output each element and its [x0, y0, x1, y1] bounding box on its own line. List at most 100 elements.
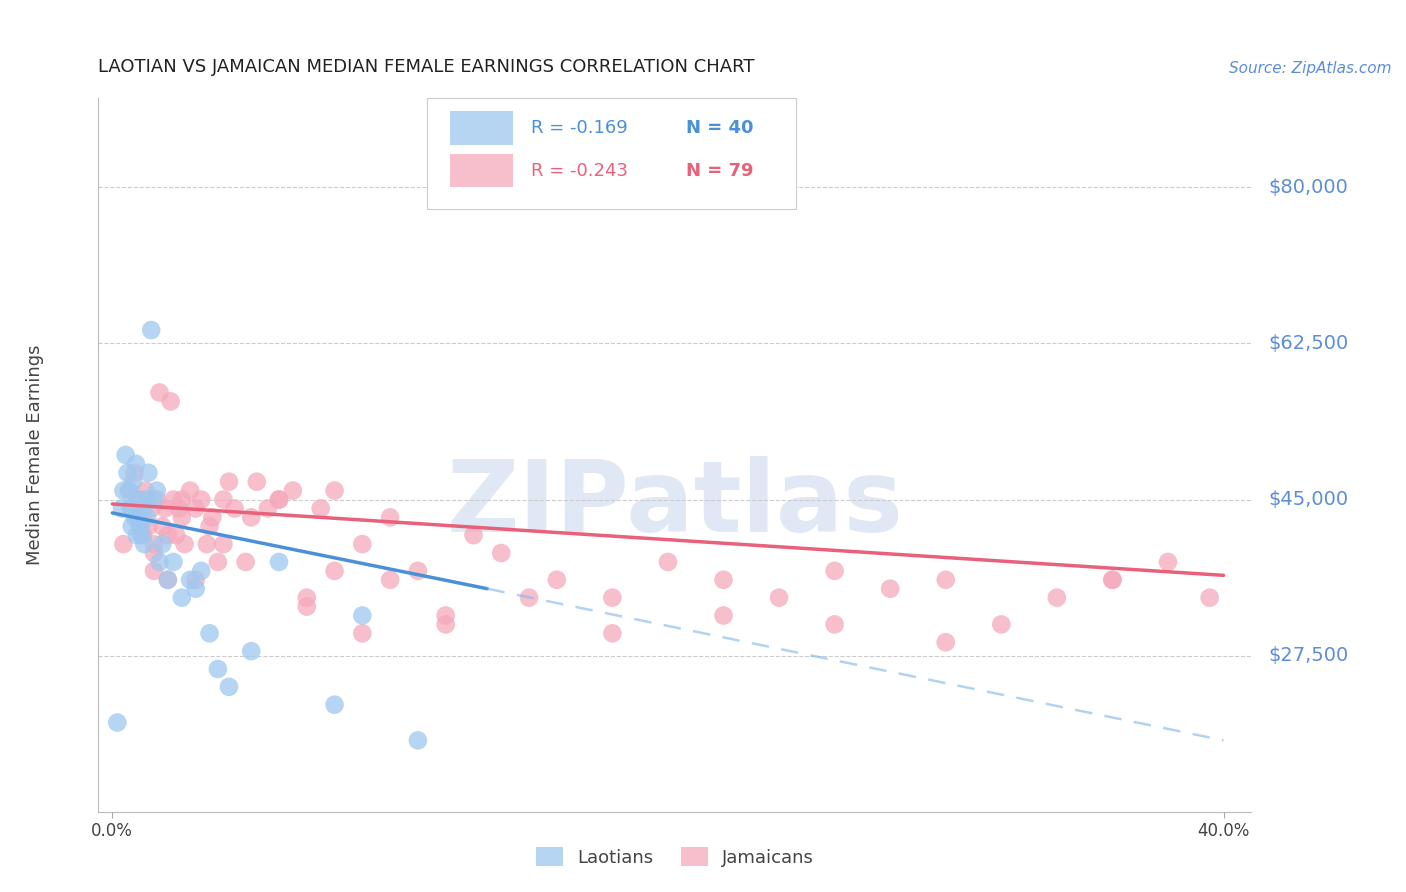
Point	[434, 608, 457, 623]
Point	[136, 510, 159, 524]
Point	[145, 492, 167, 507]
Point	[145, 483, 167, 498]
Point	[281, 483, 304, 498]
Point	[128, 510, 150, 524]
Point	[323, 564, 346, 578]
Point	[1101, 573, 1123, 587]
Point	[218, 680, 240, 694]
Point	[207, 662, 229, 676]
Point	[463, 528, 485, 542]
Point	[131, 528, 153, 542]
Point	[148, 385, 170, 400]
Point	[434, 617, 457, 632]
Point	[127, 492, 149, 507]
Point	[184, 573, 207, 587]
Point	[129, 519, 152, 533]
Point	[124, 466, 146, 480]
Point	[170, 591, 193, 605]
Bar	[450, 153, 513, 187]
Text: LAOTIAN VS JAMAICAN MEDIAN FEMALE EARNINGS CORRELATION CHART: LAOTIAN VS JAMAICAN MEDIAN FEMALE EARNIN…	[98, 58, 755, 76]
Point	[148, 555, 170, 569]
Point	[134, 537, 156, 551]
Point	[120, 501, 142, 516]
Point	[117, 466, 139, 480]
Point	[267, 492, 290, 507]
Text: Source: ZipAtlas.com: Source: ZipAtlas.com	[1229, 61, 1392, 76]
Point	[170, 492, 193, 507]
Point	[406, 564, 429, 578]
Point	[323, 483, 346, 498]
Point	[125, 528, 148, 542]
Point	[824, 617, 846, 632]
Point	[135, 483, 157, 498]
Point	[114, 448, 136, 462]
Point	[235, 555, 257, 569]
Text: ZIPatlas: ZIPatlas	[447, 457, 903, 553]
Point	[190, 564, 212, 578]
Point	[129, 519, 152, 533]
Point	[1101, 573, 1123, 587]
Point	[156, 528, 179, 542]
Point	[352, 608, 374, 623]
Point	[218, 475, 240, 489]
Text: R = -0.243: R = -0.243	[530, 161, 627, 179]
Point	[1046, 591, 1069, 605]
Point	[207, 555, 229, 569]
Point	[165, 528, 187, 542]
Point	[143, 492, 166, 507]
Point	[118, 483, 141, 498]
Point	[143, 564, 166, 578]
Point	[602, 591, 624, 605]
Point	[156, 573, 179, 587]
Point	[124, 510, 146, 524]
Text: N = 40: N = 40	[686, 119, 754, 136]
Point	[491, 546, 513, 560]
Point	[198, 626, 221, 640]
Point	[132, 501, 155, 516]
Point	[121, 519, 143, 533]
Point	[602, 626, 624, 640]
Point	[201, 510, 224, 524]
Point	[112, 537, 135, 551]
Point	[167, 501, 190, 516]
Text: $27,500: $27,500	[1268, 646, 1348, 665]
Point	[935, 635, 957, 649]
Point	[713, 573, 735, 587]
Bar	[450, 111, 513, 145]
Point	[323, 698, 346, 712]
Point	[879, 582, 901, 596]
Point	[184, 501, 207, 516]
Point	[198, 519, 221, 533]
Text: $62,500: $62,500	[1268, 334, 1348, 353]
Point	[267, 555, 290, 569]
Point	[173, 537, 195, 551]
Point	[212, 492, 235, 507]
Point	[352, 626, 374, 640]
Point	[132, 528, 155, 542]
Legend: Laotians, Jamaicans: Laotians, Jamaicans	[529, 840, 821, 874]
Point	[121, 501, 143, 516]
Point	[150, 537, 173, 551]
Point	[138, 466, 160, 480]
Point	[162, 555, 184, 569]
Point	[212, 537, 235, 551]
Point	[125, 457, 148, 471]
Point	[153, 501, 176, 516]
Point	[138, 519, 160, 533]
Point	[1198, 591, 1220, 605]
Point	[135, 492, 157, 507]
Text: $45,000: $45,000	[1268, 490, 1348, 509]
Point	[156, 573, 179, 587]
Point	[179, 483, 201, 498]
Point	[127, 510, 149, 524]
Point	[546, 573, 568, 587]
Point	[224, 501, 246, 516]
Point	[122, 475, 145, 489]
Point	[105, 715, 128, 730]
Point	[111, 501, 134, 516]
Text: Median Female Earnings: Median Female Earnings	[25, 344, 44, 566]
Point	[378, 573, 401, 587]
Point	[352, 537, 374, 551]
Point	[378, 510, 401, 524]
Text: N = 79: N = 79	[686, 161, 754, 179]
